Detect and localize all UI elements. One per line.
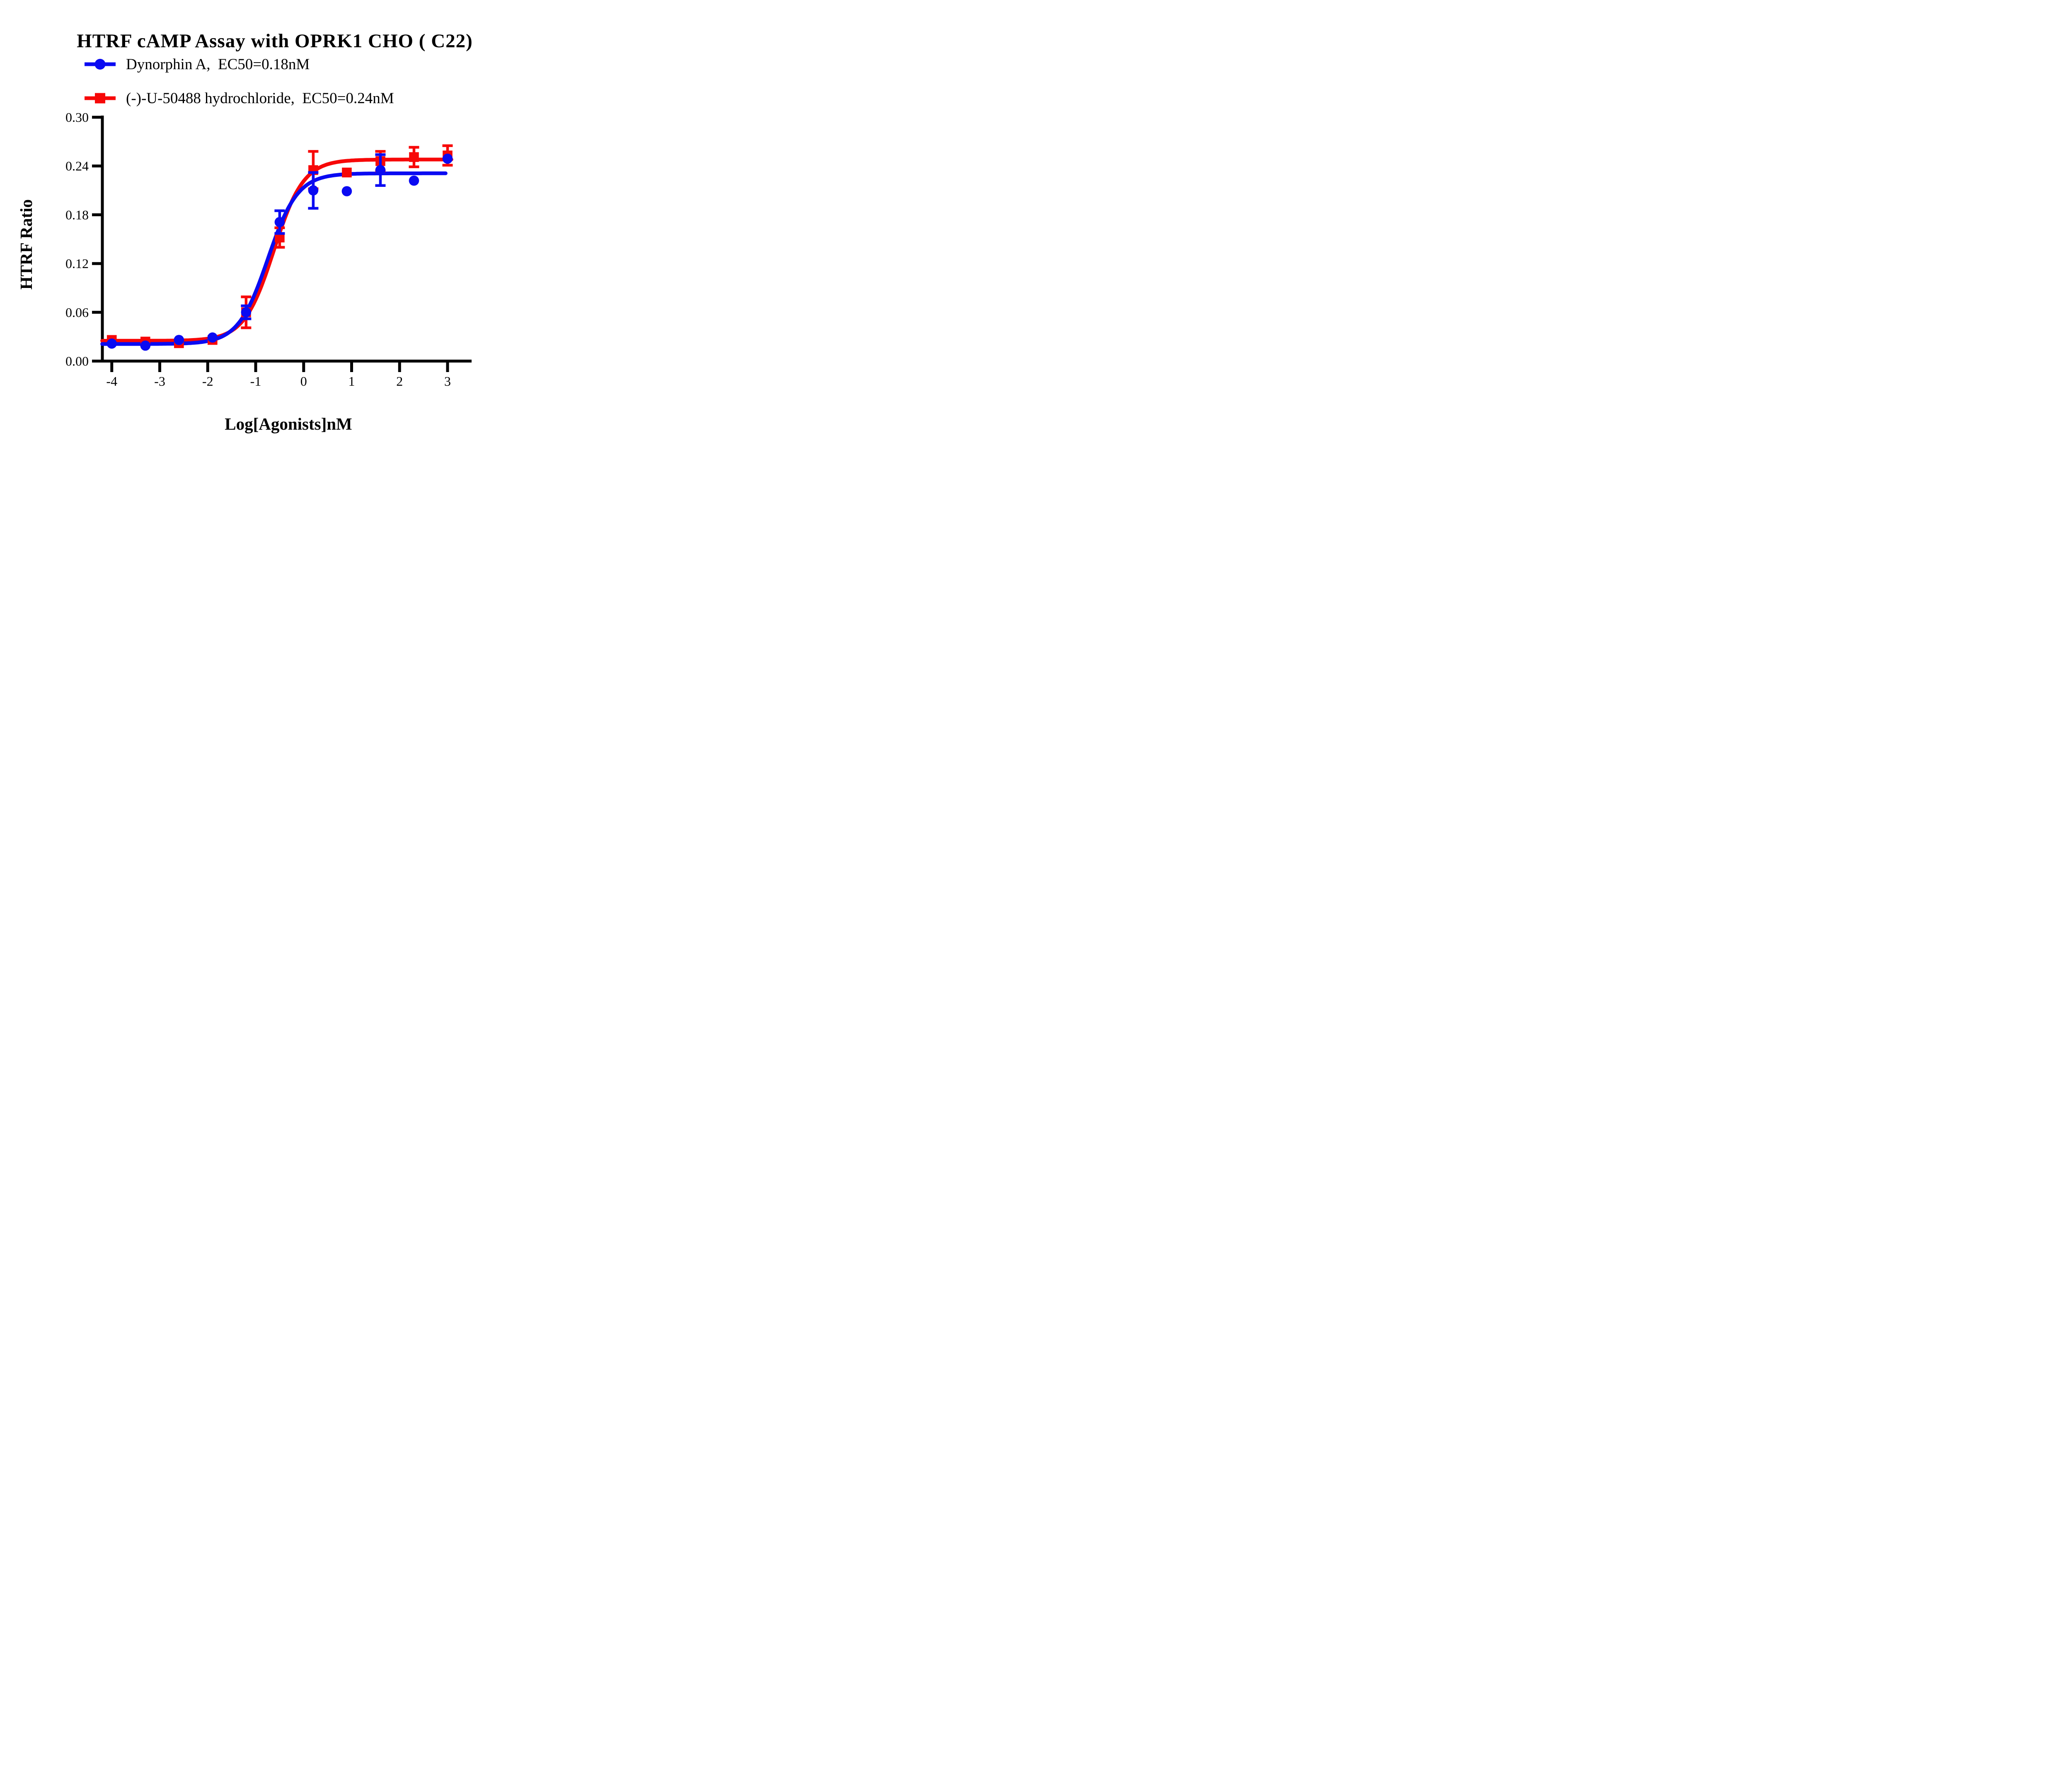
plot-canvas: -4 -3 -2 -1 0 1 2 3 0.00 0.06 0.12 0.18 0.24 0.30 Log… bbox=[17, 110, 472, 433]
data-point-u50488 bbox=[342, 167, 352, 178]
legend-marker-circle-icon bbox=[85, 59, 116, 70]
x-tick-label: 3 bbox=[444, 374, 451, 389]
x-axis-title: Log[Agonists]nM bbox=[225, 414, 352, 433]
y-tick-label: 0.18 bbox=[65, 207, 89, 222]
data-point-dynorphin bbox=[207, 332, 218, 343]
y-tick-label: 0.30 bbox=[65, 110, 89, 125]
data-point-dynorphin bbox=[274, 217, 285, 227]
data-point-dynorphin bbox=[308, 185, 319, 196]
legend-label-dynorphin: Dynorphin A, EC50=0.18nM bbox=[126, 56, 310, 73]
x-tick-label: -2 bbox=[202, 374, 213, 389]
fit-curve-u50488 bbox=[100, 157, 453, 343]
data-point-dynorphin bbox=[174, 335, 184, 345]
data-point-dynorphin bbox=[341, 186, 352, 196]
x-tick-label: -1 bbox=[250, 374, 261, 389]
x-tick-label: 2 bbox=[396, 374, 403, 389]
x-tick-label: -3 bbox=[154, 374, 165, 389]
data-point-u50488 bbox=[275, 232, 285, 243]
x-tick-label: 1 bbox=[349, 374, 355, 389]
chart-title: HTRF cAMP Assay with OPRK1 CHO ( C22) bbox=[77, 30, 473, 52]
data-point-dynorphin bbox=[375, 165, 386, 175]
data-point-u50488 bbox=[409, 152, 419, 162]
legend-marker-square-icon bbox=[85, 93, 116, 104]
y-axis-title: HTRF Ratio bbox=[17, 199, 36, 290]
y-tick-label: 0.00 bbox=[65, 354, 89, 369]
data-point-dynorphin bbox=[241, 307, 252, 318]
legend-item-u50488: (-)-U-50488 hydrochloride, EC50=0.24nM bbox=[83, 89, 394, 107]
y-tick-label: 0.24 bbox=[65, 159, 89, 174]
axes-layer: -4 -3 -2 -1 0 1 2 3 0.00 0.06 0.12 0.18 0.24 0.30 bbox=[65, 110, 472, 389]
fit-curve-dynorphin bbox=[100, 171, 448, 346]
chart-page: HTRF cAMP Assay with OPRK1 CHO ( C22) Dy… bbox=[0, 0, 549, 441]
fit-curves-layer bbox=[100, 157, 453, 346]
x-tick-label: 0 bbox=[300, 374, 307, 389]
x-tick-label: -4 bbox=[106, 374, 117, 389]
legend-item-dynorphin: Dynorphin A, EC50=0.18nM bbox=[83, 55, 310, 73]
y-tick-label: 0.06 bbox=[65, 305, 89, 320]
data-point-dynorphin bbox=[409, 175, 419, 186]
data-point-dynorphin bbox=[442, 153, 453, 164]
legend-label-u50488: (-)-U-50488 hydrochloride, EC50=0.24nM bbox=[126, 89, 394, 107]
data-point-dynorphin bbox=[107, 338, 117, 349]
data-point-dynorphin bbox=[140, 340, 151, 351]
y-tick-label: 0.12 bbox=[65, 256, 89, 271]
data-points-layer bbox=[107, 144, 453, 351]
